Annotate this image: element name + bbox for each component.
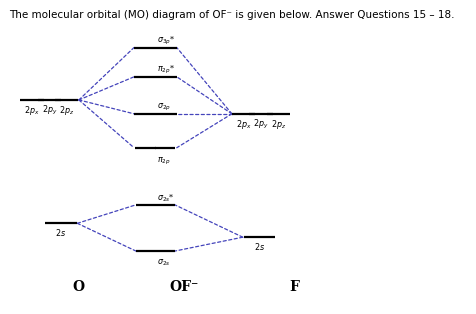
Text: $2s$: $2s$ — [254, 241, 265, 252]
Text: $\sigma_{2p}$: $\sigma_{2p}$ — [158, 102, 171, 113]
Text: $2p_z$: $2p_z$ — [271, 117, 286, 131]
Text: $\sigma_{2s}$*: $\sigma_{2s}$* — [158, 192, 175, 204]
Text: $\pi_{2p}$: $\pi_{2p}$ — [158, 155, 171, 166]
Text: $2p_z$: $2p_z$ — [59, 104, 74, 116]
Text: $\sigma_{3p}$*: $\sigma_{3p}$* — [158, 35, 176, 46]
Text: The molecular orbital (MO) diagram of OF⁻ is given below. Answer Questions 15 – : The molecular orbital (MO) diagram of OF… — [9, 9, 454, 19]
Text: $2p_y$: $2p_y$ — [253, 117, 269, 131]
Text: $\pi_{2p}$*: $\pi_{2p}$* — [158, 64, 175, 76]
Text: $2p_x$: $2p_x$ — [24, 104, 40, 116]
Text: F: F — [289, 280, 299, 294]
Text: $2p_x$: $2p_x$ — [236, 117, 251, 131]
Text: $2p_y$: $2p_y$ — [41, 104, 57, 117]
Text: O: O — [72, 280, 85, 294]
Text: OF⁻: OF⁻ — [170, 280, 199, 294]
Text: $2s$: $2s$ — [56, 227, 67, 238]
Text: $\sigma_{2s}$: $\sigma_{2s}$ — [158, 257, 171, 268]
